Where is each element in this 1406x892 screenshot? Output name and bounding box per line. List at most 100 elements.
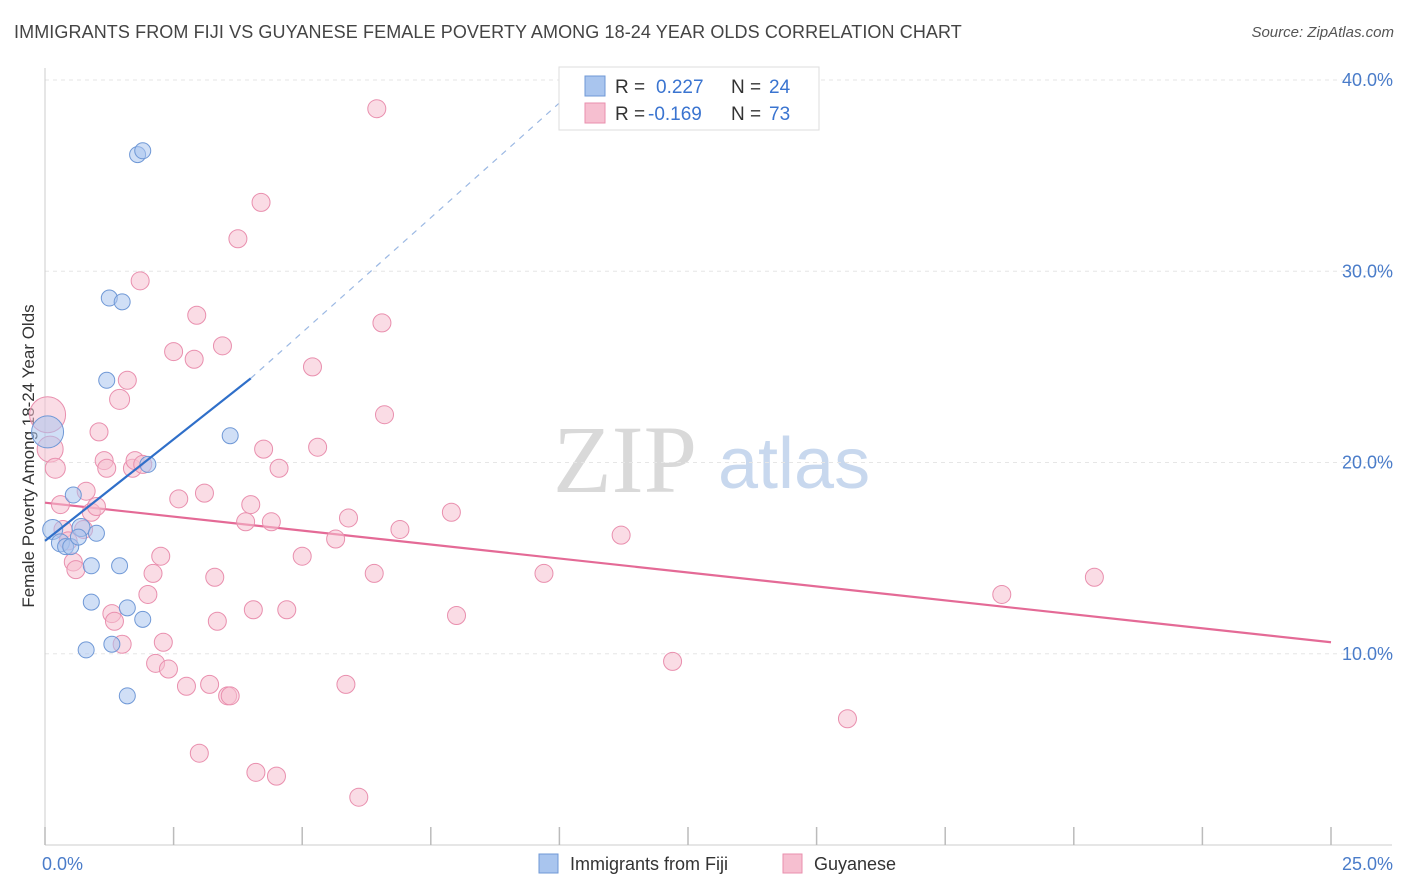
point-guyanese-38 — [205, 567, 225, 587]
point-guyanese-36 — [194, 483, 214, 503]
point-guyanese-35 — [189, 743, 209, 763]
point-guyanese-60 — [349, 787, 369, 807]
point-fiji-15 — [139, 455, 157, 473]
point-fiji-21 — [221, 427, 239, 445]
point-guyanese-3 — [50, 495, 70, 515]
point-guyanese-67 — [447, 606, 467, 625]
point-guyanese-28 — [153, 632, 173, 652]
legend-r-value-guyanese: -0.169 — [648, 104, 702, 125]
point-fiji-6 — [87, 524, 105, 542]
point-fiji-9 — [82, 593, 100, 611]
legend-n-label-fiji: N = — [731, 77, 761, 98]
point-guyanese-73 — [1084, 567, 1104, 587]
point-guyanese-39 — [207, 611, 227, 631]
point-guyanese-34 — [187, 305, 207, 325]
watermark-zip: ZIP — [553, 406, 697, 513]
trend-line-fiji — [44, 377, 252, 542]
point-guyanese-32 — [176, 676, 196, 696]
point-guyanese-48 — [251, 192, 271, 212]
point-fiji-14 — [134, 610, 152, 628]
point-guyanese-65 — [390, 519, 410, 539]
legend-swatch-fiji — [584, 75, 606, 97]
point-guyanese-55 — [302, 357, 322, 377]
bottom-legend-label-fiji: Immigrants from Fiji — [570, 854, 728, 874]
x-tick-label-1: 25.0% — [1342, 854, 1393, 874]
point-fiji-16 — [98, 371, 116, 389]
legend-r-value-fiji: 0.227 — [656, 77, 704, 98]
point-fiji-7 — [82, 557, 100, 575]
point-guyanese-57 — [326, 529, 346, 549]
point-guyanese-16 — [104, 611, 124, 631]
y-tick-label-0: 10.0% — [1342, 644, 1393, 664]
point-fiji-10 — [118, 599, 136, 617]
point-guyanese-68 — [534, 563, 554, 583]
point-guyanese-25 — [143, 563, 163, 583]
source-credit: Source: ZipAtlas.com — [1251, 24, 1394, 41]
bottom-legend-swatch-fiji — [538, 853, 559, 874]
y-tick-labels: 10.0% 20.0% 30.0% 40.0% — [1342, 70, 1393, 664]
point-guyanese-53 — [277, 600, 297, 620]
point-guyanese-17 — [109, 388, 131, 410]
point-guyanese-24 — [138, 584, 158, 604]
point-guyanese-62 — [367, 99, 387, 119]
point-fiji-20 — [134, 142, 152, 160]
point-guyanese-33 — [184, 349, 204, 369]
point-guyanese-46 — [243, 600, 263, 620]
y-tick-label-2: 30.0% — [1342, 261, 1393, 281]
point-guyanese-42 — [220, 686, 240, 706]
point-fiji-13 — [118, 687, 136, 705]
point-guyanese-31 — [169, 489, 189, 509]
legend-r-label-guyanese: R = — [615, 104, 645, 125]
bottom-legend-label-guyanese: Guyanese — [814, 854, 896, 874]
point-guyanese-56 — [308, 437, 328, 457]
point-fiji-18 — [113, 293, 131, 311]
point-guyanese-66 — [441, 502, 461, 522]
trend-lines — [44, 79, 1332, 644]
scatter-points — [29, 99, 1104, 807]
point-guyanese-29 — [158, 659, 178, 679]
point-fiji-12 — [103, 635, 121, 653]
point-guyanese-27 — [151, 546, 171, 566]
y-tick-label-3: 40.0% — [1342, 70, 1393, 90]
point-guyanese-72 — [992, 584, 1012, 604]
legend-n-value-fiji: 24 — [769, 77, 791, 98]
point-guyanese-40 — [212, 336, 232, 356]
point-guyanese-19 — [117, 370, 137, 390]
watermark-atlas: atlas — [718, 424, 870, 504]
point-guyanese-54 — [292, 546, 312, 566]
x-tick-labels: 0.0% 25.0% — [42, 854, 1393, 874]
point-guyanese-59 — [338, 508, 358, 528]
y-tick-label-1: 20.0% — [1342, 453, 1393, 473]
point-guyanese-22 — [130, 271, 150, 291]
point-guyanese-63 — [372, 313, 392, 333]
gridlines — [45, 79, 1392, 655]
point-guyanese-71 — [837, 709, 857, 729]
watermark: ZIP atlas — [553, 406, 870, 513]
point-guyanese-58 — [336, 674, 356, 694]
point-guyanese-14 — [97, 458, 117, 478]
point-guyanese-30 — [164, 342, 184, 362]
point-guyanese-43 — [228, 229, 248, 249]
point-fiji-8 — [111, 557, 129, 575]
trend-line-fiji-extension — [250, 79, 586, 379]
point-guyanese-69 — [611, 525, 631, 545]
legend-swatch-guyanese — [584, 102, 606, 124]
series-legend: Immigrants from Fiji Guyanese — [538, 853, 896, 874]
point-guyanese-50 — [261, 512, 281, 532]
point-guyanese-45 — [241, 495, 261, 515]
x-tick-label-0: 0.0% — [42, 854, 83, 874]
legend-r-label-fiji: R = — [615, 77, 645, 98]
bottom-legend-swatch-guyanese — [782, 853, 803, 874]
point-guyanese-52 — [269, 458, 289, 478]
point-fiji-11 — [77, 641, 95, 659]
point-guyanese-51 — [266, 766, 286, 786]
legend-n-value-guyanese: 73 — [769, 104, 790, 125]
point-guyanese-64 — [375, 405, 395, 425]
point-guyanese-7 — [66, 560, 86, 580]
point-guyanese-70 — [663, 651, 683, 671]
chart-title: IMMIGRANTS FROM FIJI VS GUYANESE FEMALE … — [14, 22, 962, 42]
point-guyanese-49 — [254, 439, 274, 459]
correlation-legend: R = 0.227 N = 24 R = -0.169 N = 73 — [558, 66, 820, 131]
point-guyanese-37 — [200, 674, 220, 694]
